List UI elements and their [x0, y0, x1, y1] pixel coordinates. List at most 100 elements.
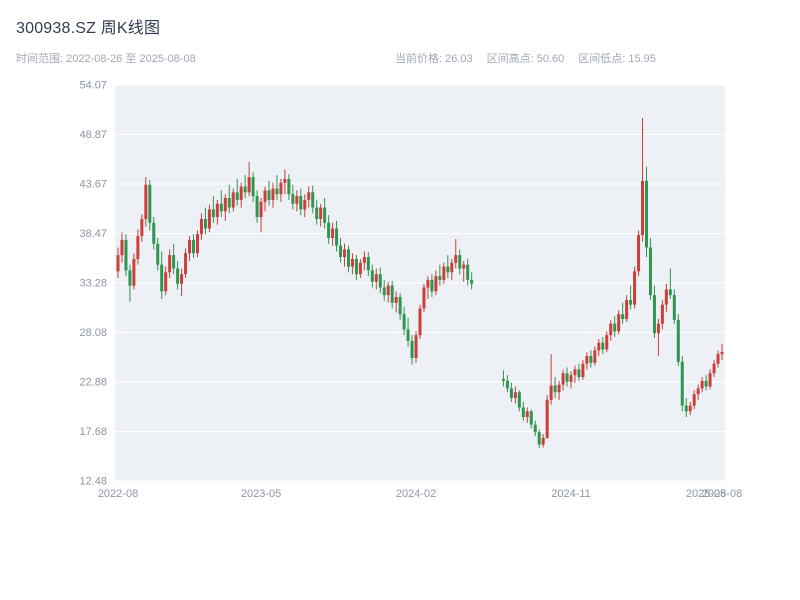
candle-body — [235, 192, 239, 200]
candle-body — [140, 218, 144, 237]
candle-body — [402, 314, 406, 330]
candle-body — [589, 356, 593, 363]
candle-body — [652, 295, 656, 334]
candle-body — [450, 262, 454, 273]
price-stats: 当前价格: 26.03 区间高点: 50.60 区间低点: 15.95 — [395, 50, 670, 66]
candle-body — [708, 373, 712, 387]
candle-body — [275, 188, 279, 195]
candle-body — [529, 411, 533, 425]
candle-body — [716, 354, 720, 364]
candle-body — [513, 392, 517, 398]
candle-body — [354, 258, 358, 275]
candle-body — [279, 182, 283, 195]
candle-body — [323, 207, 327, 223]
candle-body — [462, 264, 466, 269]
candle-body — [295, 196, 299, 204]
candle-body — [231, 192, 235, 208]
candle-body — [203, 218, 207, 229]
candle-body — [335, 228, 339, 246]
candle-body — [327, 222, 331, 239]
candle-body — [331, 228, 335, 239]
x-tick-label: 2024-11 — [551, 488, 591, 500]
candle-body — [199, 218, 203, 235]
candle-body — [565, 373, 569, 382]
candle-body — [458, 255, 462, 269]
candle-body — [219, 203, 223, 212]
candle-body — [366, 257, 370, 271]
candle-body — [343, 249, 346, 258]
candle-body — [577, 369, 581, 378]
candle-body — [656, 323, 660, 334]
candle-body — [195, 234, 199, 254]
x-tick-label: 2024-02 — [396, 488, 436, 500]
range-high-label: 区间高点: 50.60 — [486, 53, 565, 65]
candle-body — [641, 180, 645, 236]
candle-body — [247, 177, 251, 193]
candle-body — [180, 274, 184, 284]
candle-body — [625, 299, 629, 319]
candle-body — [454, 255, 458, 263]
y-tick-label: 54.07 — [79, 80, 107, 92]
candle-body — [692, 394, 696, 406]
candle-body — [672, 295, 676, 320]
candle-body — [307, 192, 311, 200]
candle-body — [358, 262, 362, 275]
candle-body — [668, 289, 672, 296]
candle-body — [629, 299, 633, 305]
candle-body — [259, 201, 263, 218]
current-price-label: 当前价格: 26.03 — [395, 53, 473, 65]
candle-body — [267, 190, 271, 200]
candle-body — [211, 209, 215, 218]
candle-body — [410, 340, 414, 358]
page-title: 300938.SZ 周K线图 — [16, 20, 161, 37]
candle-body — [398, 297, 402, 315]
candle-body — [255, 196, 259, 218]
candle-body — [176, 268, 180, 284]
candle-body — [243, 186, 247, 193]
candle-body — [386, 285, 390, 296]
candle-body — [509, 388, 513, 398]
candle-body — [466, 264, 470, 280]
candle-body — [585, 356, 589, 364]
candle-body — [533, 424, 537, 433]
candle-body — [633, 271, 637, 305]
candle-body — [438, 276, 442, 280]
candle-body — [394, 297, 398, 303]
candle-body — [593, 350, 597, 363]
candle-body — [148, 184, 152, 223]
candle-body — [573, 369, 577, 376]
candle-body — [501, 378, 505, 381]
candle-body — [319, 207, 323, 219]
candle-body — [446, 266, 450, 273]
candle-body — [470, 279, 474, 284]
candle-body — [215, 203, 219, 218]
candle-body — [426, 279, 430, 288]
candle-body — [172, 255, 176, 269]
candle-body — [227, 198, 231, 208]
candle-body — [660, 304, 664, 324]
y-tick-label: 43.67 — [79, 179, 107, 191]
candle-body — [549, 385, 553, 400]
candle-body — [128, 270, 132, 286]
y-tick-label: 22.88 — [79, 376, 107, 388]
candle-body — [207, 209, 211, 229]
candle-body — [569, 375, 573, 382]
candle-body — [541, 437, 545, 445]
candle-body — [168, 255, 172, 273]
candle-body — [664, 289, 668, 305]
candle-body — [283, 178, 287, 183]
candle-body — [505, 380, 509, 389]
candle-body — [156, 243, 160, 265]
candle-body — [362, 257, 366, 263]
candle-body — [192, 239, 195, 254]
x-tick-label: 2022-08 — [98, 488, 138, 500]
candle-body — [303, 199, 307, 210]
candle-body — [136, 236, 140, 259]
candle-body — [597, 342, 601, 351]
candle-body — [525, 411, 529, 418]
candle-body — [390, 285, 394, 303]
candle-body — [617, 314, 621, 332]
candle-body — [645, 180, 648, 248]
candle-body — [315, 207, 319, 219]
